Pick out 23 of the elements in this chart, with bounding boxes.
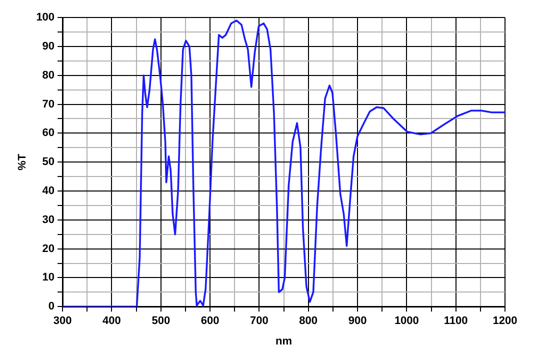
y-tick-label: 10 bbox=[42, 272, 55, 284]
y-tick-label: 60 bbox=[42, 127, 55, 140]
x-tick-label: 800 bbox=[299, 315, 318, 328]
x-tick-label: 1200 bbox=[492, 315, 518, 328]
y-tick-label: 70 bbox=[42, 98, 55, 110]
x-tick-label: 1000 bbox=[394, 315, 419, 328]
x-tick-label: 600 bbox=[200, 315, 220, 328]
y-tick-label: 90 bbox=[42, 40, 55, 53]
x-tick-label: 700 bbox=[250, 315, 268, 328]
x-tick-label: 1100 bbox=[444, 315, 468, 328]
x-axis-title: nm bbox=[276, 335, 292, 348]
x-tick-label: 400 bbox=[102, 315, 121, 328]
y-tick-label: 0 bbox=[48, 300, 55, 313]
y-tick-label: 40 bbox=[42, 185, 55, 198]
x-tick-label: 900 bbox=[348, 315, 367, 328]
y-tick-label: 80 bbox=[42, 69, 55, 82]
x-tick-label: 300 bbox=[53, 315, 72, 328]
y-tick-label: 100 bbox=[36, 12, 55, 24]
y-axis-title: %T bbox=[16, 154, 29, 170]
y-tick-label: 20 bbox=[42, 242, 55, 255]
y-tick-label: 30 bbox=[42, 214, 55, 226]
x-tick-label: 500 bbox=[152, 315, 170, 328]
y-tick-label: 50 bbox=[42, 156, 55, 168]
